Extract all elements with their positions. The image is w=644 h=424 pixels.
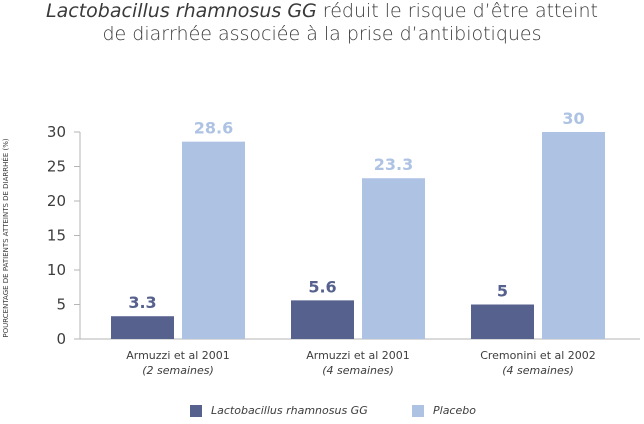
data-label-lgg: 3.3 [128,293,156,312]
y-tick-label: 10 [47,261,66,279]
legend-swatch-lgg [190,404,202,417]
bar-placebo [542,132,605,339]
bar-chart: POURCENTAGE DE PATIENTS ATTEINTS DE DIAR… [1,109,640,377]
category-label: Armuzzi et al 2001 [126,349,230,362]
data-label-placebo: 23.3 [374,155,413,174]
title-italic-part: Lactobacillus rhamnosus GG [46,0,317,22]
bar-lgg [291,300,354,339]
category-label: Cremonini et al 2002 [480,349,596,362]
bar-lgg [111,316,174,339]
data-label-lgg: 5.6 [308,277,336,296]
category-sublabel: (4 semaines) [502,364,574,377]
category-sublabel: (2 semaines) [142,364,214,377]
y-tick-label: 20 [47,192,66,210]
y-axis-label: POURCENTAGE DE PATIENTS ATTEINTS DE DIAR… [1,138,10,337]
data-label-placebo: 28.6 [194,119,233,138]
title-line-2: de diarrhée associée à la prise d’antibi… [102,23,542,45]
legend-label-placebo: Placebo [433,404,476,417]
legend-item-lgg: Lactobacillus rhamnosus GG [190,404,368,417]
data-label-lgg: 5 [497,282,508,301]
category-sublabel: (4 semaines) [322,364,394,377]
data-label-placebo: 30 [562,109,584,128]
y-tick-label: 0 [56,330,66,348]
title-line-1: Lactobacillus rhamnosus GG réduit le ris… [0,0,644,23]
legend-label-lgg: Lactobacillus rhamnosus GG [211,404,368,417]
bar-lgg [471,304,534,339]
y-tick-label: 5 [56,296,66,314]
category-label: Armuzzi et al 2001 [306,349,410,362]
legend-item-placebo: Placebo [412,404,476,417]
y-tick-label: 15 [47,227,66,245]
chart-title: Lactobacillus rhamnosus GG réduit le ris… [0,0,644,46]
title-rest-part: réduit le risque d’être atteint [316,0,598,22]
bar-placebo [182,141,245,339]
legend-swatch-placebo [412,404,424,417]
chart-legend: Lactobacillus rhamnosus GG Placebo [0,404,644,422]
y-tick-label: 25 [47,158,66,176]
y-tick-label: 30 [47,123,66,141]
bar-placebo [362,178,425,339]
